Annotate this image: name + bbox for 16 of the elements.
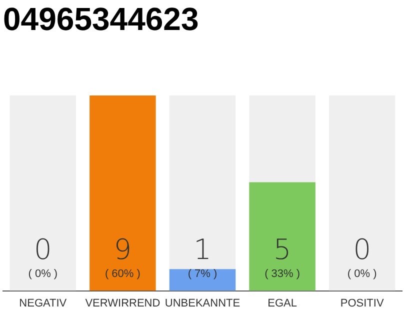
data-label: 5 [273, 232, 292, 266]
annotation: ( 0% ) [28, 268, 58, 280]
data-label: 9 [114, 232, 132, 266]
annotation: ( 33% ) [264, 268, 300, 280]
chart-title: 04965344623 [3, 1, 199, 38]
x-tick-label: UNBEKANNTE [164, 297, 240, 310]
annotation: ( 60% ) [104, 268, 140, 280]
x-tick-label: EGAL [268, 297, 297, 310]
data-label: 1 [194, 232, 212, 266]
data-label: 0 [353, 232, 372, 266]
annotation: ( 0% ) [347, 268, 377, 280]
annotation: ( 7% ) [188, 268, 218, 280]
x-tick-label: NEGATIV [19, 297, 68, 310]
data-label: 0 [34, 232, 52, 266]
x-tick-label: VERWIRREND [85, 297, 160, 310]
x-tick-label: POSITIV [340, 297, 384, 310]
